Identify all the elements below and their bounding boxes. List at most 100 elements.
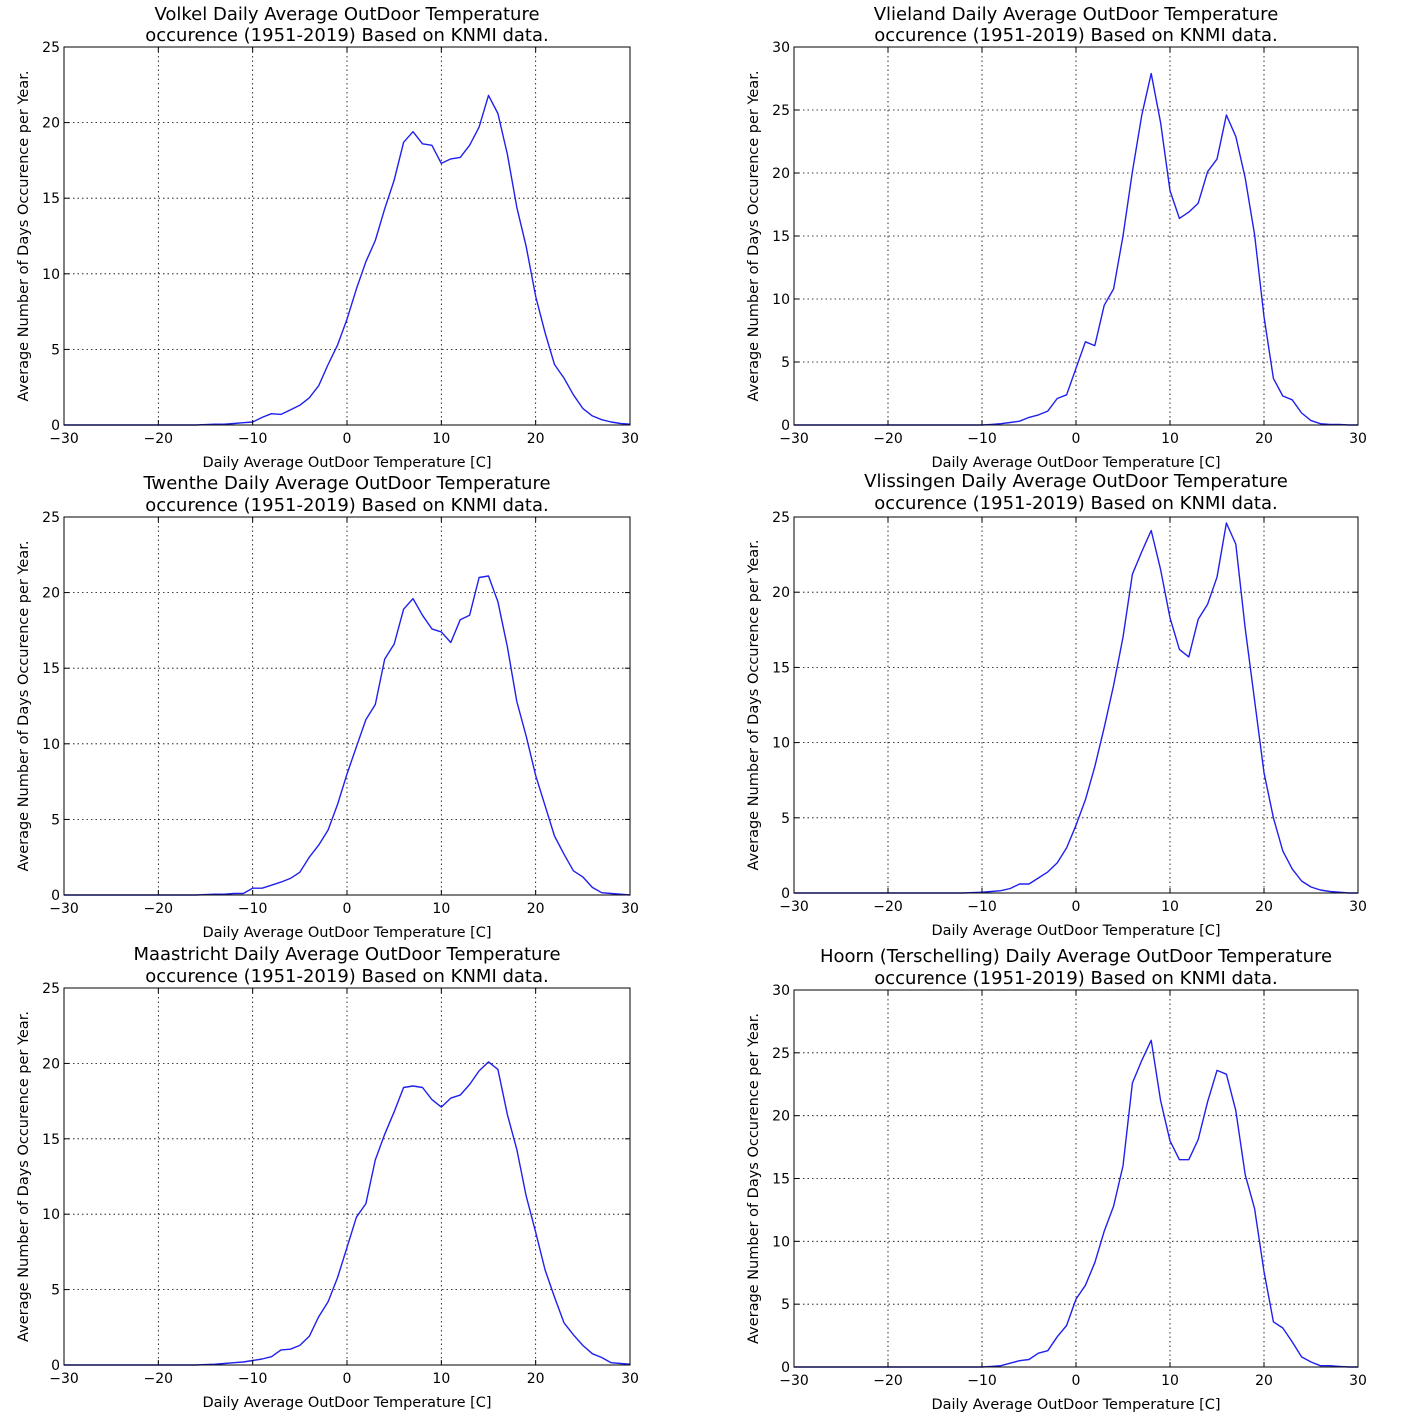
y-tick-label: 15 [772,229,790,245]
x-tick-label: −30 [49,431,79,447]
x-axis-label: Daily Average OutDoor Temperature [C] [202,1395,491,1411]
y-tick-label: 25 [772,1046,790,1062]
x-tick-label: 10 [432,901,450,917]
x-tick-label: −30 [779,1373,809,1389]
x-tick-label: −30 [49,1371,79,1387]
x-tick-label: 30 [1349,431,1367,447]
x-tick-label: 0 [1072,1373,1081,1389]
chart-title-line-2: occurence (1951-2019) Based on KNMI data… [145,25,549,46]
x-tick-label: −20 [873,899,903,915]
y-tick-label: 20 [42,586,60,602]
chart-title-line-2: occurence (1951-2019) Based on KNMI data… [874,25,1278,46]
chart-title-line-1: Vlieland Daily Average OutDoor Temperatu… [874,4,1279,25]
x-axis-label: Daily Average OutDoor Temperature [C] [931,1397,1220,1413]
y-axis-label: Average Number of Days Occurence per Yea… [16,71,32,402]
y-tick-label: 5 [51,812,60,828]
x-tick-label: 30 [621,901,639,917]
y-axis-label: Average Number of Days Occurence per Yea… [746,1013,762,1344]
x-tick-label: 20 [1255,1373,1273,1389]
series-line [794,522,1358,894]
chart-title-line-1: Twenthe Daily Average OutDoor Temperatur… [142,473,550,494]
y-tick-label: 30 [772,983,790,999]
x-tick-label: −20 [144,1371,174,1387]
x-tick-label: 30 [621,1371,639,1387]
chart-title-line-2: occurence (1951-2019) Based on KNMI data… [874,968,1278,989]
y-tick-label: 5 [51,1283,60,1299]
series-line [794,72,1358,426]
y-tick-label: 15 [42,661,60,677]
y-tick-label: 0 [51,888,60,904]
y-tick-label: 0 [51,418,60,434]
y-axis-label: Average Number of Days Occurence per Yea… [16,541,32,872]
y-tick-label: 10 [42,737,60,753]
y-tick-label: 10 [772,1234,790,1250]
x-tick-label: 10 [1161,899,1179,915]
x-axis-label: Daily Average OutDoor Temperature [C] [202,925,491,941]
x-tick-label: 30 [1349,1373,1367,1389]
x-tick-label: −10 [238,901,268,917]
x-tick-label: 20 [1255,899,1273,915]
chart-panel-2: Vlieland Daily Average OutDoor Temperatu… [746,4,1367,471]
x-tick-label: −10 [238,431,268,447]
x-tick-label: −20 [144,901,174,917]
x-tick-label: −30 [49,901,79,917]
chart-title-line-1: Hoorn (Terschelling) Daily Average OutDo… [820,946,1332,967]
series-line [794,1039,1358,1368]
x-tick-label: 30 [1349,899,1367,915]
y-tick-label: 5 [51,342,60,358]
x-tick-label: −10 [967,899,997,915]
x-tick-label: 30 [621,431,639,447]
chart-panel-5: Maastricht Daily Average OutDoor Tempera… [16,944,639,1411]
y-tick-label: 15 [42,1132,60,1148]
y-tick-label: 20 [772,585,790,601]
x-tick-label: 0 [343,431,352,447]
x-tick-label: −30 [779,431,809,447]
x-axis-label: Daily Average OutDoor Temperature [C] [931,923,1220,939]
y-tick-label: 0 [781,886,790,902]
y-tick-label: 25 [772,103,790,119]
y-axis-label: Average Number of Days Occurence per Yea… [746,540,762,871]
x-tick-label: 0 [343,901,352,917]
chart-panel-4: Vlissingen Daily Average OutDoor Tempera… [746,471,1367,939]
chart-title-line-2: occurence (1951-2019) Based on KNMI data… [874,493,1278,514]
y-axis-label: Average Number of Days Occurence per Yea… [16,1011,32,1342]
x-axis-label: Daily Average OutDoor Temperature [C] [931,455,1220,471]
y-tick-label: 5 [781,355,790,371]
x-tick-label: 20 [527,431,545,447]
x-tick-label: 20 [527,901,545,917]
x-axis-label: Daily Average OutDoor Temperature [C] [202,455,491,471]
chart-title-line-1: Vlissingen Daily Average OutDoor Tempera… [864,471,1288,492]
y-tick-label: 10 [42,1207,60,1223]
y-tick-label: 10 [772,292,790,308]
x-tick-label: 0 [1072,431,1081,447]
chart-title-line-1: Volkel Daily Average OutDoor Temperature [154,4,539,25]
x-tick-label: 20 [527,1371,545,1387]
y-tick-label: 15 [772,1172,790,1188]
y-tick-label: 25 [42,40,60,56]
x-tick-label: 20 [1255,431,1273,447]
chart-title-line-2: occurence (1951-2019) Based on KNMI data… [145,966,549,987]
y-tick-label: 20 [772,166,790,182]
x-tick-label: −20 [873,1373,903,1389]
y-axis-label: Average Number of Days Occurence per Yea… [746,71,762,402]
y-tick-label: 15 [42,191,60,207]
x-tick-label: 10 [432,431,450,447]
y-tick-label: 10 [42,267,60,283]
y-tick-label: 25 [772,510,790,526]
x-tick-label: −10 [967,431,997,447]
y-tick-label: 30 [772,40,790,56]
x-tick-label: 10 [1161,431,1179,447]
y-tick-label: 5 [781,1297,790,1313]
y-tick-label: 0 [781,418,790,434]
y-tick-label: 15 [772,660,790,676]
x-tick-label: 10 [432,1371,450,1387]
x-tick-label: −10 [238,1371,268,1387]
chart-panel-6: Hoorn (Terschelling) Daily Average OutDo… [746,946,1367,1413]
y-tick-label: 25 [42,510,60,526]
y-tick-label: 10 [772,736,790,752]
x-tick-label: 0 [343,1371,352,1387]
series-line [64,575,631,896]
chart-panel-3: Twenthe Daily Average OutDoor Temperatur… [16,473,639,941]
x-tick-label: −20 [144,431,174,447]
chart-panel-1: Volkel Daily Average OutDoor Temperature… [16,4,639,471]
